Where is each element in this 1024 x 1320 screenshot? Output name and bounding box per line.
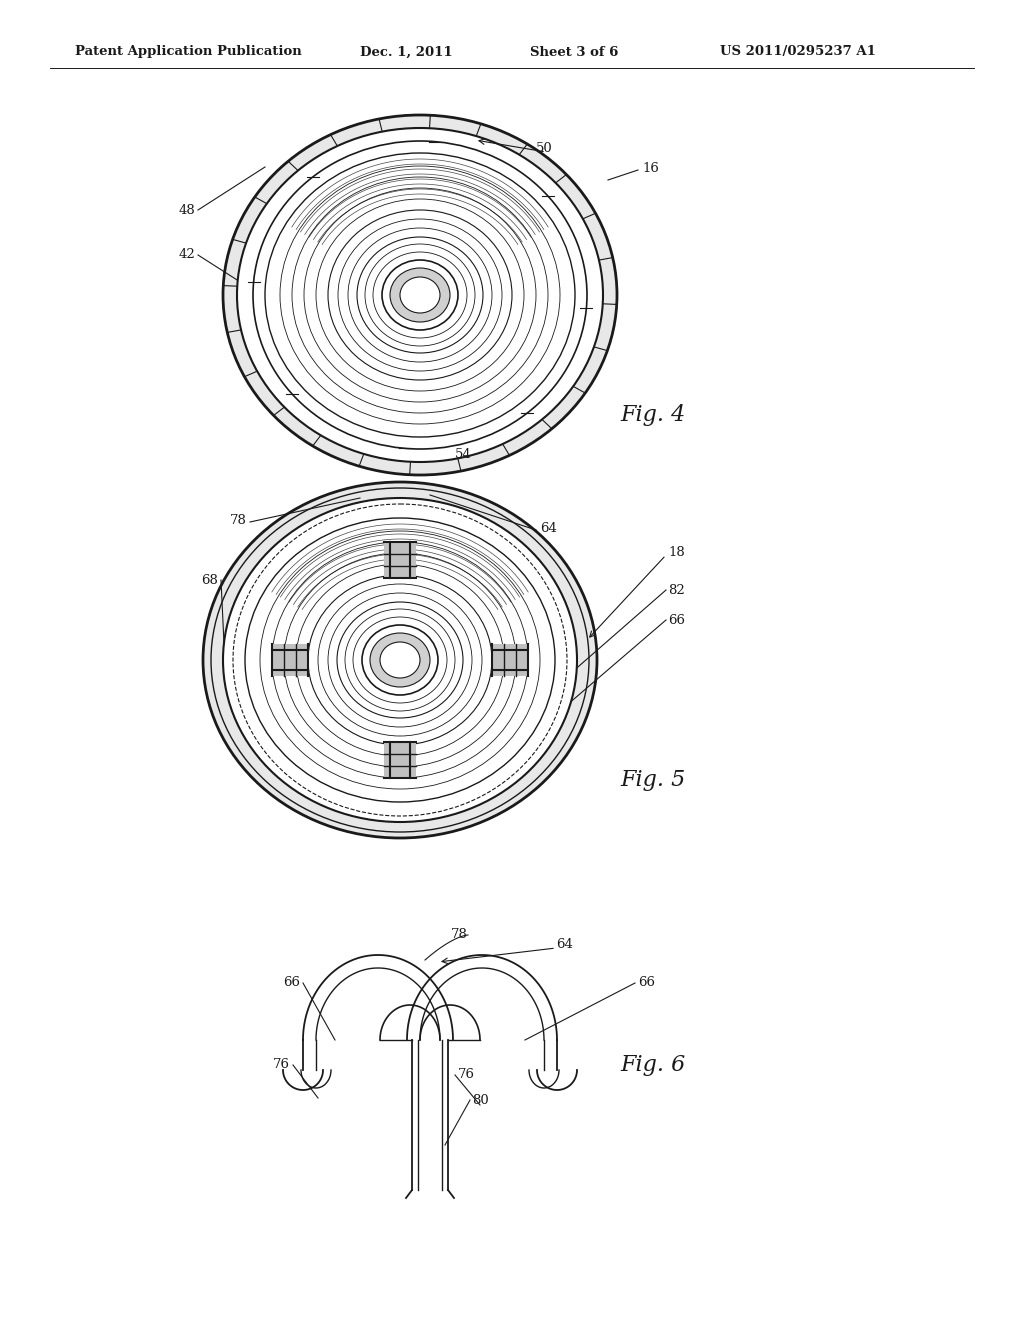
Ellipse shape [223,498,577,822]
Ellipse shape [253,141,587,449]
Text: 66: 66 [283,977,300,990]
Text: 64: 64 [556,939,572,952]
Text: 76: 76 [458,1068,475,1081]
Text: 80: 80 [472,1093,488,1106]
Text: Sheet 3 of 6: Sheet 3 of 6 [530,45,618,58]
Text: 64: 64 [540,521,557,535]
Ellipse shape [362,624,438,696]
Ellipse shape [390,268,450,322]
Ellipse shape [382,260,458,330]
Ellipse shape [237,128,603,462]
Text: Fig. 4: Fig. 4 [620,404,685,426]
Text: 50: 50 [536,141,553,154]
Text: 82: 82 [668,583,685,597]
Ellipse shape [203,482,597,838]
Text: 48: 48 [178,203,195,216]
Ellipse shape [370,634,430,686]
Text: US 2011/0295237 A1: US 2011/0295237 A1 [720,45,876,58]
Bar [272,644,308,676]
Text: 68: 68 [201,573,218,586]
Ellipse shape [223,115,617,475]
Text: 78: 78 [452,928,468,941]
Bar [492,644,528,676]
Ellipse shape [380,642,420,678]
Text: 54: 54 [455,449,472,462]
Bar [384,543,416,578]
Text: 66: 66 [638,977,655,990]
Text: Patent Application Publication: Patent Application Publication [75,45,302,58]
Text: 66: 66 [668,614,685,627]
Bar [384,742,416,777]
Text: Dec. 1, 2011: Dec. 1, 2011 [360,45,453,58]
Ellipse shape [400,277,440,313]
Text: 76: 76 [273,1059,290,1072]
Text: Fig. 6: Fig. 6 [620,1053,685,1076]
Text: 18: 18 [668,546,685,560]
Text: Fig. 5: Fig. 5 [620,770,685,791]
Text: 42: 42 [178,248,195,261]
Text: 78: 78 [230,513,247,527]
Text: 16: 16 [642,161,658,174]
